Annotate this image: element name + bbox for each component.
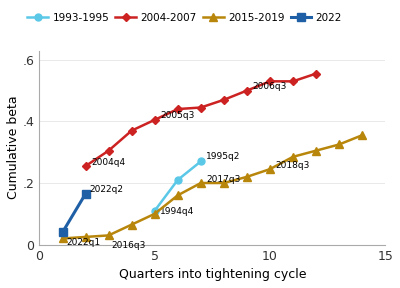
X-axis label: Quarters into tightening cycle: Quarters into tightening cycle (118, 268, 306, 281)
2004-2007 (290, 79, 295, 83)
Text: 2017q3: 2017q3 (206, 175, 241, 184)
Text: 2005q3: 2005q3 (160, 111, 195, 120)
2015-2019 (175, 194, 180, 197)
Line: 2022: 2022 (59, 190, 89, 236)
Text: 2018q3: 2018q3 (276, 161, 310, 170)
2004-2007 (268, 79, 272, 83)
2015-2019 (337, 143, 342, 146)
2015-2019 (129, 223, 134, 226)
Text: 2022q2: 2022q2 (90, 185, 124, 194)
2004-2007 (198, 106, 203, 109)
2004-2007 (244, 89, 249, 92)
2004-2007 (152, 118, 157, 122)
2004-2007 (314, 72, 318, 75)
2015-2019 (198, 181, 203, 185)
2015-2019 (222, 181, 226, 185)
1993-1995 (198, 160, 203, 163)
Line: 2015-2019: 2015-2019 (59, 131, 366, 242)
2015-2019 (60, 237, 65, 240)
Legend: 1993-1995, 2004-2007, 2015-2019, 2022: 1993-1995, 2004-2007, 2015-2019, 2022 (27, 13, 342, 23)
2022 (60, 231, 65, 234)
2004-2007 (222, 98, 226, 102)
2015-2019 (360, 134, 364, 137)
2015-2019 (268, 167, 272, 171)
2022 (83, 192, 88, 196)
Y-axis label: Cumulative beta: Cumulative beta (7, 96, 20, 199)
Text: 2022q1: 2022q1 (67, 238, 101, 247)
2015-2019 (106, 234, 111, 237)
1993-1995 (175, 178, 180, 182)
Text: 2016q3: 2016q3 (111, 241, 146, 250)
2004-2007 (83, 164, 88, 168)
2004-2007 (106, 149, 111, 152)
Line: 1993-1995: 1993-1995 (151, 158, 204, 214)
Text: 1994q4: 1994q4 (160, 206, 194, 215)
Text: 2006q3: 2006q3 (252, 82, 287, 91)
Text: 2004q4: 2004q4 (91, 158, 125, 167)
2015-2019 (152, 212, 157, 215)
2004-2007 (175, 107, 180, 111)
Text: 1995q2: 1995q2 (206, 152, 241, 161)
2015-2019 (290, 155, 295, 159)
2015-2019 (314, 149, 318, 152)
2004-2007 (129, 129, 134, 132)
Line: 2004-2007: 2004-2007 (82, 71, 319, 169)
2015-2019 (83, 235, 88, 239)
2015-2019 (244, 175, 249, 179)
1993-1995 (152, 209, 157, 213)
